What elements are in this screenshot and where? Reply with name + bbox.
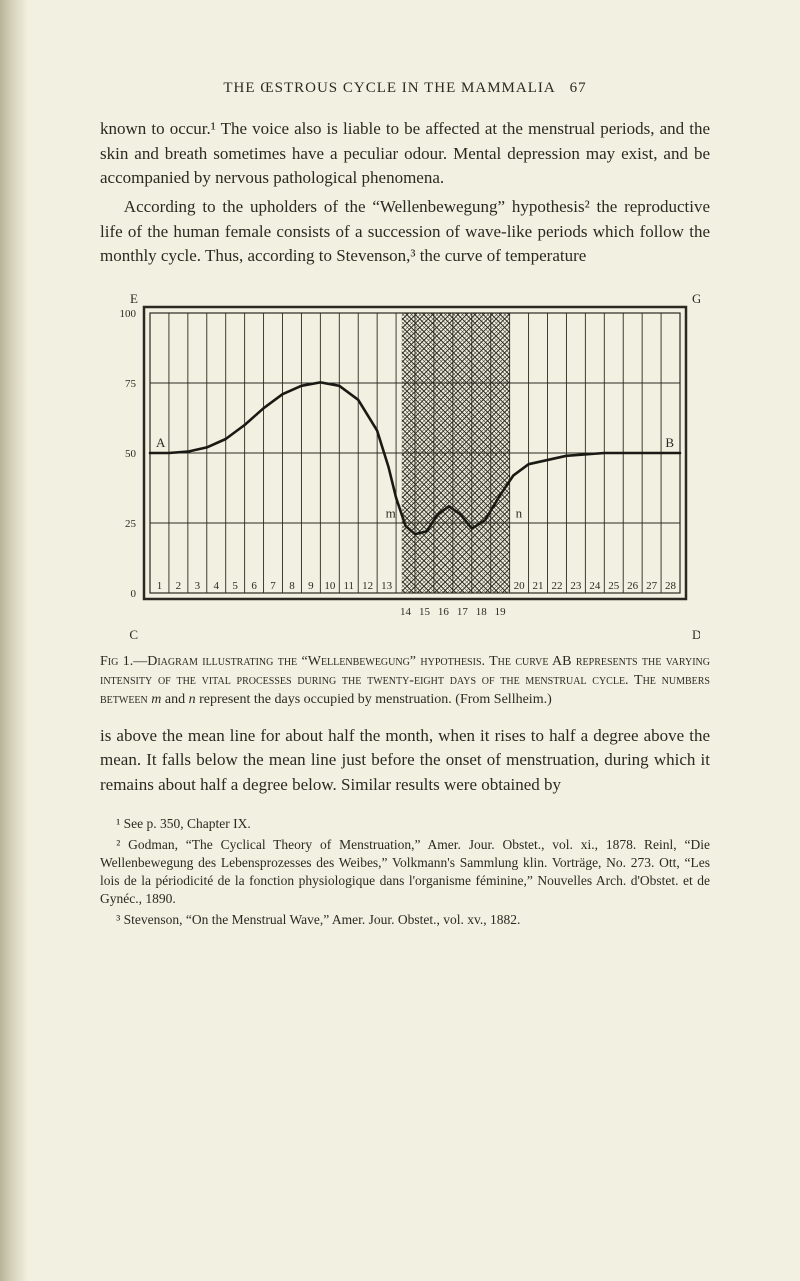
running-title: THE ŒSTROUS CYCLE IN THE MAMMALIA xyxy=(223,80,554,96)
page: THE ŒSTROUS CYCLE IN THE MAMMALIA 67 kno… xyxy=(0,0,800,1281)
svg-text:2: 2 xyxy=(176,580,182,592)
svg-text:22: 22 xyxy=(551,580,562,592)
svg-text:7: 7 xyxy=(270,580,276,592)
paragraph-1: known to occur.¹ The voice also is liabl… xyxy=(100,117,710,191)
svg-text:B: B xyxy=(665,435,674,450)
paragraph-2: According to the upholders of the “Welle… xyxy=(100,195,710,269)
svg-text:A: A xyxy=(156,435,166,450)
svg-text:11: 11 xyxy=(343,580,354,592)
svg-text:10: 10 xyxy=(324,580,336,592)
footnotes: ¹ See p. 350, Chapter IX. ² Godman, “The… xyxy=(100,815,710,928)
svg-text:21: 21 xyxy=(533,580,544,592)
running-head: THE ŒSTROUS CYCLE IN THE MAMMALIA 67 xyxy=(100,80,710,97)
svg-text:D: D xyxy=(692,627,700,642)
caption-tail: represent the days occupied by menstruat… xyxy=(196,692,552,707)
svg-text:13: 13 xyxy=(381,580,393,592)
svg-text:18: 18 xyxy=(476,606,488,618)
page-number: 67 xyxy=(570,80,587,96)
caption-and: and xyxy=(161,692,188,707)
paragraph-3: is above the mean line for about half th… xyxy=(100,724,710,798)
svg-text:1: 1 xyxy=(157,580,163,592)
svg-text:4: 4 xyxy=(214,580,220,592)
svg-text:5: 5 xyxy=(232,580,238,592)
svg-text:16: 16 xyxy=(438,606,450,618)
svg-text:6: 6 xyxy=(251,580,257,592)
svg-text:24: 24 xyxy=(589,580,601,592)
svg-text:27: 27 xyxy=(646,580,658,592)
svg-text:25: 25 xyxy=(125,518,137,530)
svg-text:20: 20 xyxy=(514,580,526,592)
svg-text:50: 50 xyxy=(125,448,137,460)
svg-text:25: 25 xyxy=(608,580,620,592)
svg-text:m: m xyxy=(386,505,396,520)
footnote-2: ² Godman, “The Cyclical Theory of Menstr… xyxy=(100,836,710,909)
svg-text:15: 15 xyxy=(419,606,431,618)
svg-text:G: G xyxy=(692,291,700,306)
svg-text:17: 17 xyxy=(457,606,469,618)
svg-text:9: 9 xyxy=(308,580,314,592)
caption-n: n xyxy=(189,692,196,707)
svg-text:12: 12 xyxy=(362,580,373,592)
caption-m: m xyxy=(151,692,161,707)
footnote-1: ¹ See p. 350, Chapter IX. xyxy=(100,815,710,833)
svg-text:0: 0 xyxy=(131,588,137,600)
svg-text:26: 26 xyxy=(627,580,639,592)
svg-text:n: n xyxy=(516,505,523,520)
svg-text:3: 3 xyxy=(195,580,201,592)
temperature-chart: 0255075100123456789101112132021222324252… xyxy=(110,285,700,645)
figure-caption: Fig 1.—Diagram illustrating the “Wellenb… xyxy=(100,653,710,710)
svg-text:100: 100 xyxy=(120,308,137,320)
svg-text:19: 19 xyxy=(495,606,507,618)
svg-text:23: 23 xyxy=(570,580,582,592)
svg-text:C: C xyxy=(129,627,138,642)
svg-text:75: 75 xyxy=(125,378,137,390)
svg-text:8: 8 xyxy=(289,580,295,592)
footnote-3: ³ Stevenson, “On the Menstrual Wave,” Am… xyxy=(100,911,710,929)
svg-text:E: E xyxy=(130,291,138,306)
svg-text:14: 14 xyxy=(400,606,412,618)
svg-text:28: 28 xyxy=(665,580,677,592)
